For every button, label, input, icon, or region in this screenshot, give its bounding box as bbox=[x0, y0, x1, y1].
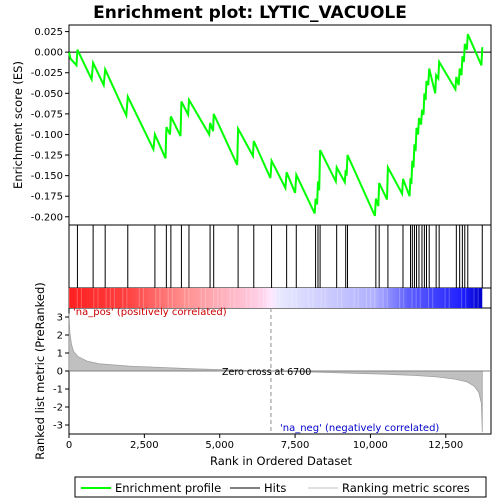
axes-layer: 0.025 0.000 -0.025 -0.050 -0.075 -0.100 -0.125… bbox=[31, 27, 464, 451]
y-tick-label-bottom: -3 bbox=[53, 421, 63, 432]
y-tick-label-top: -0.050 bbox=[31, 89, 63, 100]
y-tick-label-top: 0.000 bbox=[34, 48, 63, 59]
y-axis-label-top: Enrichment score (ES) bbox=[11, 61, 25, 189]
x-tick-label: 10,000 bbox=[353, 440, 388, 451]
legend-hits-label: Hits bbox=[264, 481, 286, 495]
rank-heatmap-bar bbox=[69, 288, 483, 308]
x-tick-label: 2,500 bbox=[130, 440, 159, 451]
legend-enrichment-label: Enrichment profile bbox=[115, 481, 221, 495]
y-tick-label-bottom: 2 bbox=[57, 331, 63, 342]
y-tick-label-bottom: -1 bbox=[53, 385, 63, 396]
chart-title: Enrichment plot: LYTIC_VACUOLE bbox=[93, 3, 407, 23]
heatmap-layer bbox=[68, 288, 483, 308]
y-tick-label-top: -0.025 bbox=[31, 68, 63, 79]
y-axis-label-bottom: Ranked list metric (PreRanked) bbox=[33, 282, 47, 460]
y-tick-label-top: -0.175 bbox=[31, 192, 63, 203]
y-tick-label-top: -0.100 bbox=[31, 130, 63, 141]
metric-layer bbox=[68, 308, 491, 434]
x-tick-label: 12,500 bbox=[428, 440, 463, 451]
x-axis-label: Rank in Ordered Dataset bbox=[210, 454, 353, 468]
enrichment-profile-line bbox=[68, 33, 484, 217]
y-tick-label-top: -0.075 bbox=[31, 109, 63, 120]
es-panel-frame bbox=[68, 24, 492, 226]
x-tick-label: 0 bbox=[66, 440, 72, 451]
y-tick-label-top: -0.200 bbox=[31, 212, 63, 223]
hits-layer bbox=[76, 225, 483, 288]
hits-panel-frame bbox=[68, 224, 492, 289]
y-tick-label-bottom: 1 bbox=[57, 349, 63, 360]
x-tick-label: 7,500 bbox=[281, 440, 310, 451]
pos-correlated-label: 'na_pos' (positively correlated) bbox=[73, 307, 227, 318]
legend-metric-label: Ranking metric scores bbox=[342, 481, 470, 495]
neg-correlated-label: 'na_neg' (negatively correlated) bbox=[280, 423, 439, 434]
legend-box bbox=[74, 476, 487, 498]
x-tick-label: 5,000 bbox=[205, 440, 234, 451]
y-tick-label-top: 0.025 bbox=[34, 27, 63, 38]
y-tick-label-bottom: 3 bbox=[57, 313, 63, 324]
y-tick-label-bottom: 0 bbox=[57, 367, 63, 378]
y-tick-label-bottom: -2 bbox=[53, 403, 63, 414]
zero-cross-label: Zero cross at 6700 bbox=[222, 367, 311, 378]
y-tick-label-top: -0.150 bbox=[31, 171, 63, 182]
legend: Enrichment profile Hits Ranking metric s… bbox=[74, 476, 487, 498]
es-layer bbox=[68, 33, 491, 217]
y-tick-label-top: -0.125 bbox=[31, 151, 63, 162]
